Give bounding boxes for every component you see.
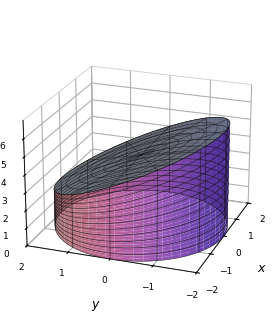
- Y-axis label: y: y: [92, 297, 99, 311]
- X-axis label: x: x: [257, 262, 265, 275]
